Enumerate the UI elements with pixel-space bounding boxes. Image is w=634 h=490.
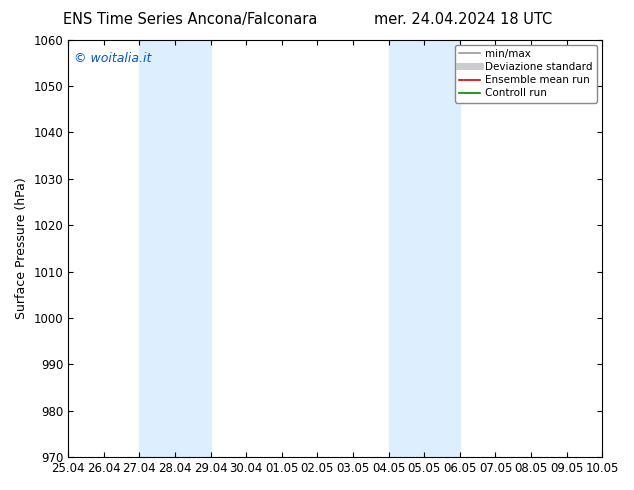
Bar [389, 40, 460, 457]
Text: mer. 24.04.2024 18 UTC: mer. 24.04.2024 18 UTC [373, 12, 552, 27]
Y-axis label: Surface Pressure (hPa): Surface Pressure (hPa) [15, 177, 28, 319]
Text: ENS Time Series Ancona/Falconara: ENS Time Series Ancona/Falconara [63, 12, 318, 27]
Text: © woitalia.it: © woitalia.it [74, 52, 151, 65]
Bar [139, 40, 210, 457]
Legend: min/max, Deviazione standard, Ensemble mean run, Controll run: min/max, Deviazione standard, Ensemble m… [455, 45, 597, 102]
